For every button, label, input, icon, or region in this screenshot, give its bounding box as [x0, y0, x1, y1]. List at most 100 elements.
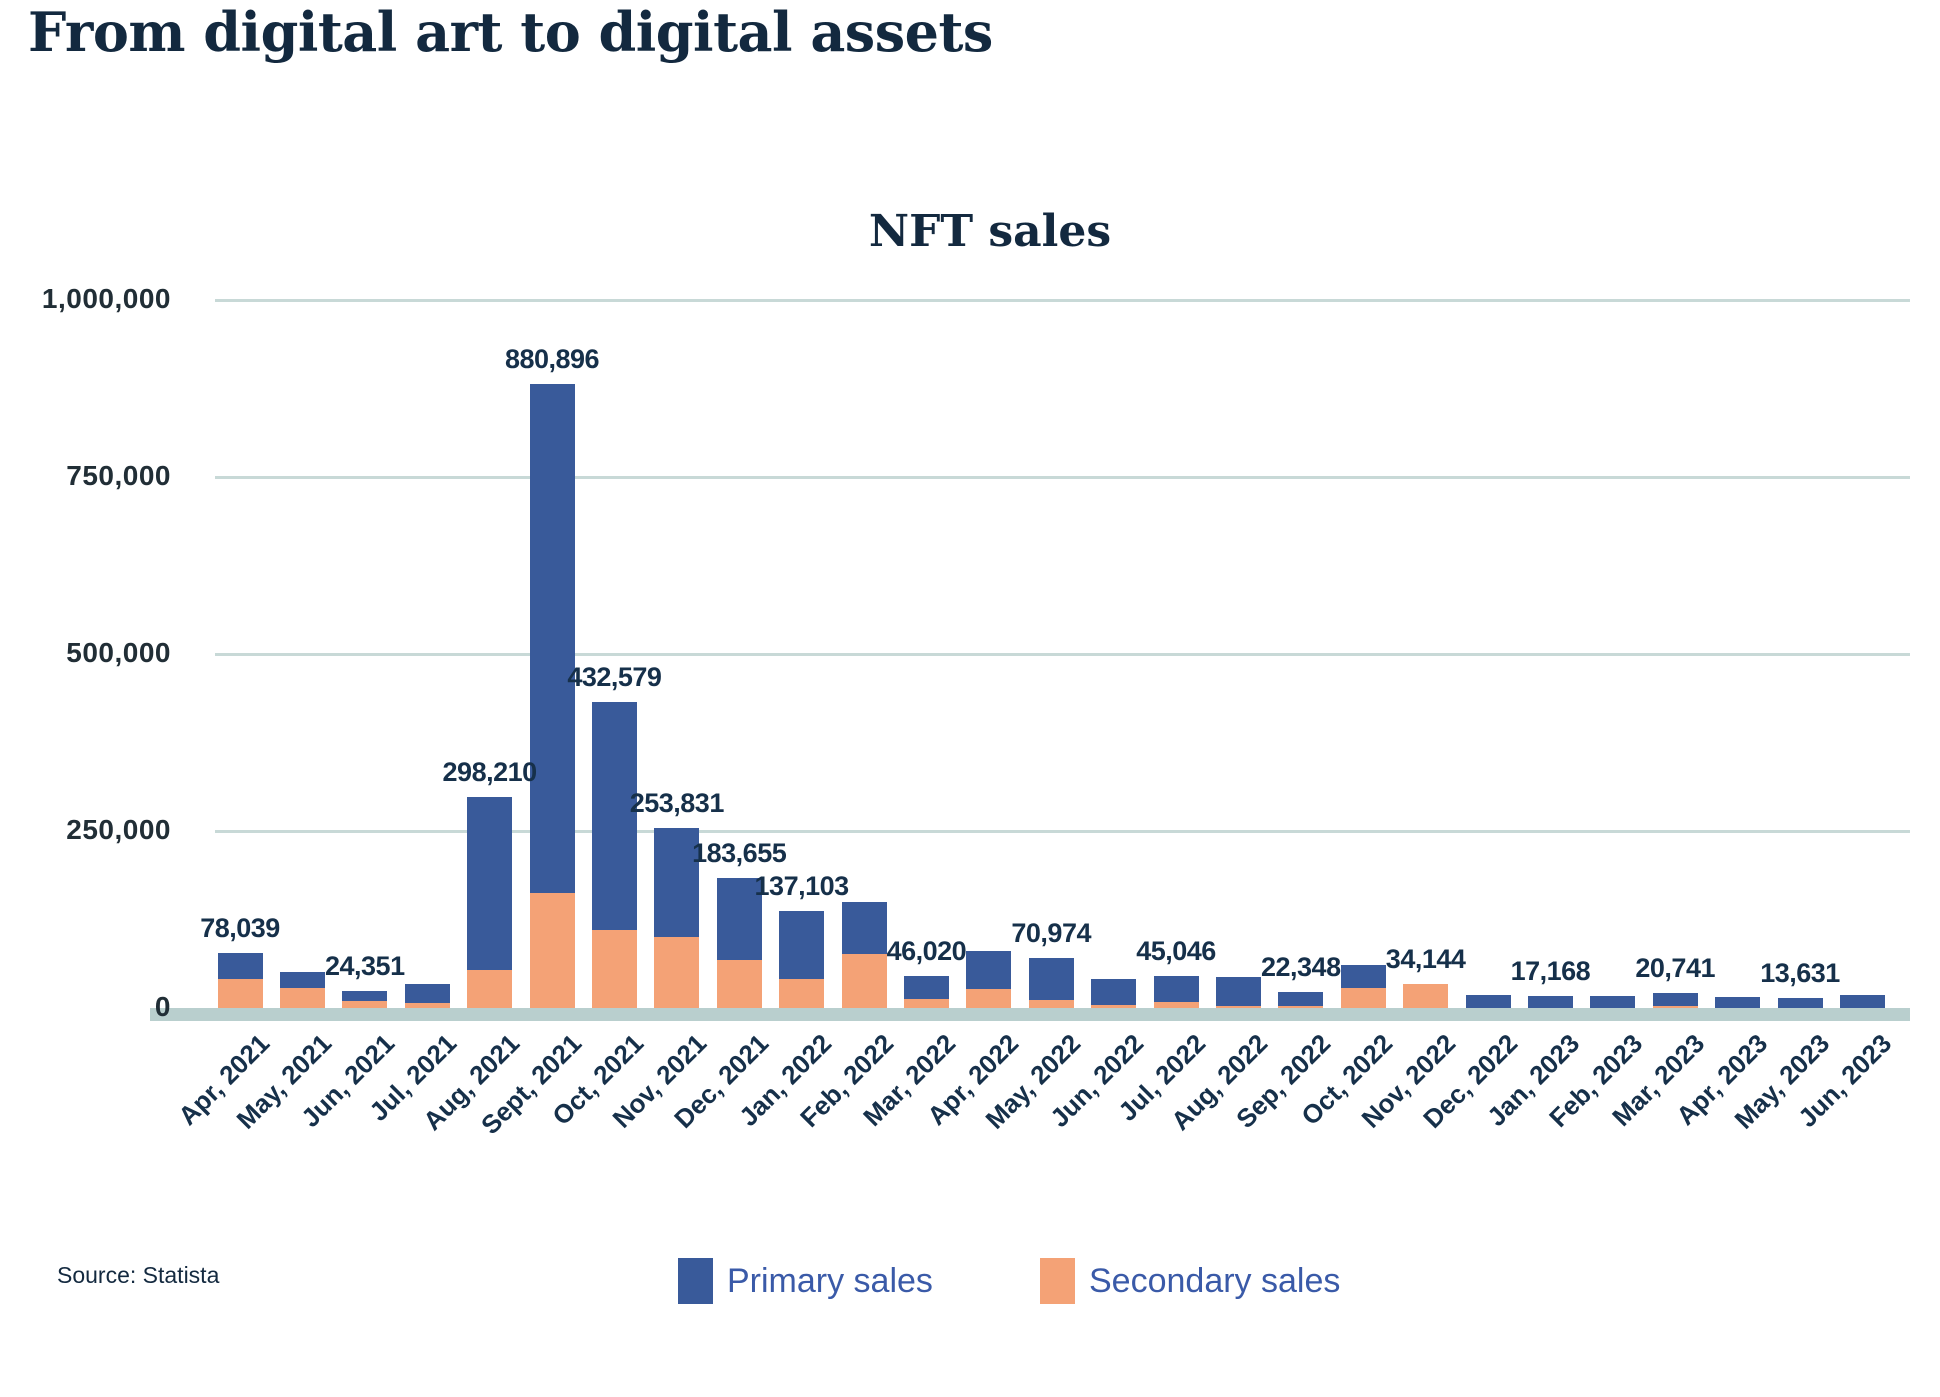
- bar-apr-2023: [1715, 997, 1761, 1008]
- primary-sales-segment: [1527, 996, 1573, 1008]
- bar-jul-2021: [404, 984, 450, 1008]
- secondary-sales-swatch: [1040, 1258, 1075, 1304]
- bar-mar-2023: [1652, 993, 1698, 1008]
- primary-sales-segment: [467, 797, 513, 970]
- secondary-sales-segment: [342, 1001, 388, 1008]
- gridline-750000: [215, 476, 1910, 479]
- bar-nov-2021: [654, 828, 700, 1008]
- primary-sales-segment: [1028, 958, 1074, 1000]
- secondary-sales-segment: [1340, 988, 1386, 1008]
- bar-value-label: 298,210: [442, 757, 538, 787]
- gridline-1000000: [215, 299, 1910, 302]
- bar-value-label: 46,020: [886, 936, 967, 966]
- secondary-sales-segment: [903, 999, 949, 1008]
- bar-apr-2021: [217, 953, 263, 1008]
- secondary-sales-segment: [779, 979, 825, 1008]
- bar-feb-2022: [841, 902, 887, 1008]
- bar-value-label: 432,579: [567, 662, 662, 692]
- legend-item-primary: Primary sales: [678, 1258, 933, 1304]
- legend-label-secondary: Secondary sales: [1089, 1261, 1341, 1300]
- bar-value-label: 34,144: [1385, 944, 1466, 974]
- primary-sales-segment: [1340, 965, 1386, 988]
- chart-title: NFT sales: [868, 206, 1112, 257]
- secondary-sales-segment: [966, 989, 1012, 1008]
- gridline-500000: [215, 653, 1910, 656]
- source-credit: Source: Statista: [57, 1262, 220, 1288]
- secondary-sales-segment: [1091, 1005, 1137, 1008]
- primary-sales-segment: [1652, 993, 1698, 1006]
- gridline-250000: [215, 830, 1910, 833]
- secondary-sales-segment: [841, 954, 887, 1008]
- bar-value-label: 137,103: [754, 871, 850, 901]
- primary-sales-segment: [1465, 995, 1511, 1008]
- bar-aug-2021: [467, 797, 513, 1008]
- primary-sales-segment: [1715, 997, 1761, 1008]
- bar-value-label: 70,974: [1011, 918, 1091, 948]
- primary-sales-swatch: [678, 1258, 713, 1304]
- bar-value-label: 24,351: [325, 951, 405, 981]
- y-axis-tick-1000000: 1,000,000: [41, 283, 171, 314]
- bar-aug-2022: [1215, 977, 1261, 1008]
- y-axis-tick-750000: 750,000: [66, 460, 171, 491]
- bar-value-label: 880,896: [504, 344, 600, 374]
- secondary-sales-segment: [279, 988, 325, 1008]
- secondary-sales-segment: [217, 979, 263, 1008]
- plot-area: [215, 299, 1910, 1008]
- primary-sales-segment: [654, 828, 700, 937]
- bar-may-2022: [1028, 958, 1074, 1008]
- bar-jan-2023: [1527, 996, 1573, 1008]
- bar-value-label: 183,655: [692, 838, 787, 868]
- primary-sales-segment: [779, 911, 825, 979]
- x-axis-baseline: [150, 1008, 1910, 1021]
- bar-sept-2021: [529, 384, 575, 1008]
- secondary-sales-segment: [716, 960, 762, 1008]
- bar-may-2021: [279, 972, 325, 1008]
- primary-sales-segment: [966, 951, 1012, 989]
- bar-value-label: 17,168: [1510, 956, 1591, 986]
- bar-mar-2022: [903, 976, 949, 1008]
- bar-dec-2021: [716, 878, 762, 1008]
- secondary-sales-segment: [529, 893, 575, 1008]
- y-axis-tick-500000: 500,000: [66, 637, 171, 668]
- secondary-sales-segment: [404, 1003, 450, 1008]
- page-title: From digital art to digital assets: [28, 0, 993, 64]
- bar-oct-2022: [1340, 965, 1386, 1008]
- bar-jun-2022: [1091, 979, 1137, 1008]
- primary-sales-segment: [903, 976, 949, 999]
- bar-oct-2021: [591, 702, 637, 1008]
- primary-sales-segment: [716, 878, 762, 960]
- bar-value-label: 78,039: [200, 913, 280, 943]
- bar-jun-2023: [1839, 995, 1885, 1008]
- secondary-sales-segment: [654, 937, 700, 1008]
- y-axis-tick-250000: 250,000: [66, 814, 171, 845]
- bar-apr-2022: [966, 951, 1012, 1008]
- secondary-sales-segment: [467, 970, 513, 1008]
- primary-sales-segment: [1590, 996, 1636, 1008]
- bar-value-label: 22,348: [1261, 952, 1341, 982]
- bar-may-2023: [1777, 998, 1823, 1008]
- bar-value-label: 45,046: [1136, 936, 1216, 966]
- legend: Primary sales Secondary sales: [0, 1258, 1940, 1318]
- primary-sales-segment: [342, 991, 388, 1001]
- bar-nov-2022: [1403, 984, 1449, 1008]
- primary-sales-segment: [841, 902, 887, 954]
- legend-label-primary: Primary sales: [727, 1261, 933, 1300]
- bar-jun-2021: [342, 991, 388, 1008]
- primary-sales-segment: [1215, 977, 1261, 1006]
- secondary-sales-segment: [1215, 1006, 1261, 1008]
- y-axis-tick-0: 0: [154, 991, 171, 1022]
- secondary-sales-segment: [1153, 1002, 1199, 1008]
- primary-sales-segment: [1153, 976, 1199, 1002]
- secondary-sales-segment: [1652, 1006, 1698, 1008]
- primary-sales-segment: [404, 984, 450, 1003]
- bar-jan-2022: [779, 911, 825, 1008]
- bar-feb-2023: [1590, 996, 1636, 1008]
- primary-sales-segment: [1777, 998, 1823, 1008]
- secondary-sales-segment: [1403, 984, 1449, 1008]
- secondary-sales-segment: [591, 930, 637, 1008]
- primary-sales-segment: [1091, 979, 1137, 1005]
- bar-jul-2022: [1153, 976, 1199, 1008]
- primary-sales-segment: [217, 953, 263, 979]
- bar-value-label: 253,831: [629, 788, 725, 818]
